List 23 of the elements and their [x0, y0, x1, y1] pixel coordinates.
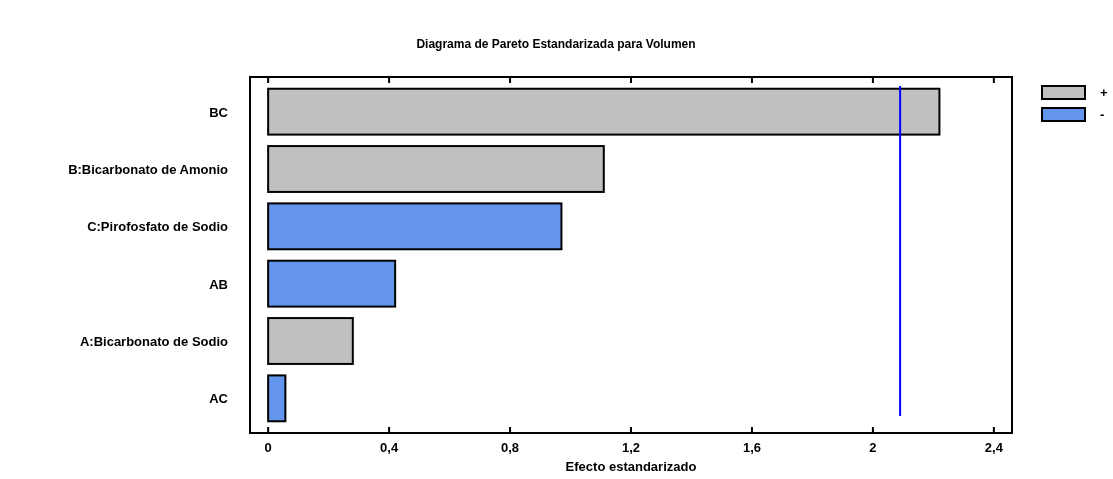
- chart-title: Diagrama de Pareto Estandarizada para Volumen: [416, 37, 696, 51]
- y-tick-label: A:Bicarbonato de Sodio: [79, 334, 229, 349]
- x-tick-label: 2,4: [984, 440, 1004, 455]
- x-tick-label: 0,4: [380, 440, 399, 455]
- y-tick-label: BC: [209, 104, 229, 120]
- x-tick-label: 0,8: [501, 440, 520, 455]
- x-tick-label: 1,6: [742, 440, 761, 455]
- bar: [267, 87, 941, 136]
- bar: [267, 145, 605, 193]
- y-tick-label: C:Pirofosfato de Sodio: [87, 219, 229, 235]
- legend-label: -: [1100, 107, 1105, 122]
- y-tick-label: AB: [209, 276, 228, 292]
- x-tick-label: 1,2: [621, 440, 641, 455]
- x-tick-label: 2: [869, 440, 877, 455]
- x-tick-label: 0: [264, 440, 272, 455]
- x-axis-title: Efecto estandarizado: [565, 459, 697, 474]
- legend-label: +: [1100, 85, 1108, 100]
- bar: [267, 374, 287, 423]
- y-tick-label: AC: [209, 391, 229, 407]
- y-tick-label: B:Bicarbonato de Amonio: [68, 162, 229, 177]
- bar: [267, 202, 563, 251]
- bar: [267, 317, 354, 365]
- bar: [267, 259, 397, 308]
